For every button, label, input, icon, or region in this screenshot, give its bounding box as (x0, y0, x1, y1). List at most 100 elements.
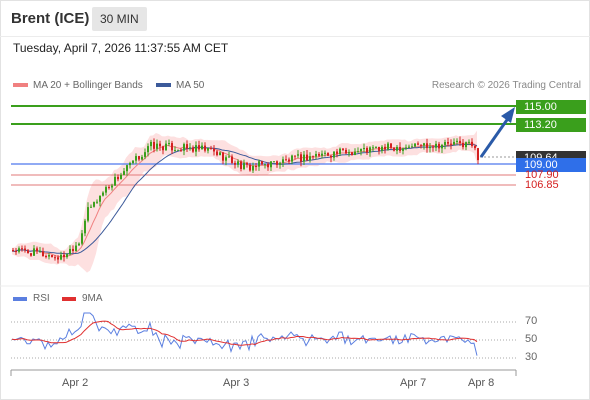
candle-body (456, 140, 458, 142)
rsi-tick-30: 30 (525, 351, 538, 363)
projection-arrowhead (501, 107, 515, 123)
legend-ma20-label: MA 20 + Bollinger Bands (33, 80, 143, 91)
candle-body (309, 156, 311, 161)
candle-body (258, 161, 260, 167)
candle-body (54, 257, 56, 259)
candle-body (141, 156, 143, 160)
candle-body (174, 150, 176, 152)
candle-body (249, 164, 251, 171)
ma50-swatch (156, 83, 171, 88)
candle-body (216, 151, 218, 156)
candle-body (84, 220, 86, 234)
candle-body (417, 143, 419, 145)
candle-body (204, 145, 206, 151)
candle-body (477, 148, 479, 161)
candle-body (312, 156, 314, 158)
candle-body (453, 141, 455, 145)
candle-body (240, 161, 242, 169)
candle-body (351, 152, 353, 156)
projection-arrow (479, 116, 511, 158)
resistance-1-label: 113.20 (516, 118, 586, 132)
candle-body (306, 154, 308, 161)
candle-body (21, 248, 23, 250)
x-tick-apr7: Apr 7 (400, 377, 427, 389)
candle-body (201, 145, 203, 150)
candle-body (126, 165, 128, 172)
candle-body (111, 185, 113, 188)
candle-body (279, 162, 281, 165)
candle-body (387, 143, 389, 150)
candle-body (228, 156, 230, 158)
candle-body (459, 140, 461, 144)
candle-body (12, 250, 14, 252)
candle-body (225, 157, 227, 161)
rsi-tick-70: 70 (525, 315, 538, 327)
candle-body (48, 255, 50, 257)
candle-body (429, 146, 431, 149)
candle-body (234, 162, 236, 165)
candle-body (42, 251, 44, 257)
candle-body (81, 233, 83, 244)
candle-body (369, 147, 371, 153)
candle-body (114, 176, 116, 186)
candle-body (438, 143, 440, 149)
x-axis (10, 369, 517, 376)
candle-body (96, 201, 98, 203)
candle-body (120, 174, 122, 180)
legend-rsi: RSI (33, 293, 50, 304)
candle-body (87, 207, 89, 221)
candle-body (156, 143, 158, 149)
candle-body (345, 149, 347, 154)
candle-body (99, 195, 101, 202)
candle-body (195, 145, 197, 152)
candle-body (189, 147, 191, 149)
candle-body (333, 151, 335, 158)
candle-body (150, 141, 152, 147)
ma20-swatch (13, 83, 28, 88)
candle-body (294, 155, 296, 157)
candle-body (411, 146, 413, 148)
candle-body (210, 147, 212, 149)
candle-body (399, 146, 401, 151)
candle-body (171, 143, 173, 151)
candle-body (423, 143, 425, 146)
candle-body (255, 166, 257, 168)
candle-body (381, 146, 383, 151)
candle-body (51, 255, 53, 258)
candle-body (441, 144, 443, 149)
candle-body (168, 143, 170, 145)
candle-body (135, 156, 137, 161)
candle-body (27, 250, 29, 254)
candle-body (153, 141, 155, 149)
candle-body (102, 192, 104, 196)
candle-body (288, 159, 290, 162)
candle-body (36, 248, 38, 252)
research-credit: Research © 2026 Trading Central (431, 80, 581, 91)
candle-body (219, 152, 221, 156)
candle-body (378, 146, 380, 151)
timeframe-badge[interactable]: 30 MIN (92, 7, 147, 31)
candle-body (318, 154, 320, 156)
candle-body (363, 147, 365, 150)
candlesticks (12, 136, 479, 264)
candle-body (366, 147, 368, 153)
candle-body (303, 154, 305, 162)
support-2-label: 106.85 (525, 179, 559, 191)
candle-body (69, 248, 71, 255)
candle-body (276, 161, 278, 165)
legend-ma50: MA 50 (156, 80, 204, 92)
candle-body (339, 148, 341, 154)
candle-body (408, 146, 410, 148)
candle-body (297, 154, 299, 156)
candle-body (63, 254, 65, 258)
candle-body (57, 257, 59, 260)
rsi-swatch (13, 297, 27, 301)
candle-body (90, 206, 92, 208)
candle-body (360, 149, 362, 152)
candle-body (324, 152, 326, 154)
candle-body (354, 151, 356, 156)
candle-body (384, 146, 386, 150)
rsi-ma-line (11, 320, 478, 346)
candle-body (291, 155, 293, 162)
candle-body (321, 153, 323, 156)
